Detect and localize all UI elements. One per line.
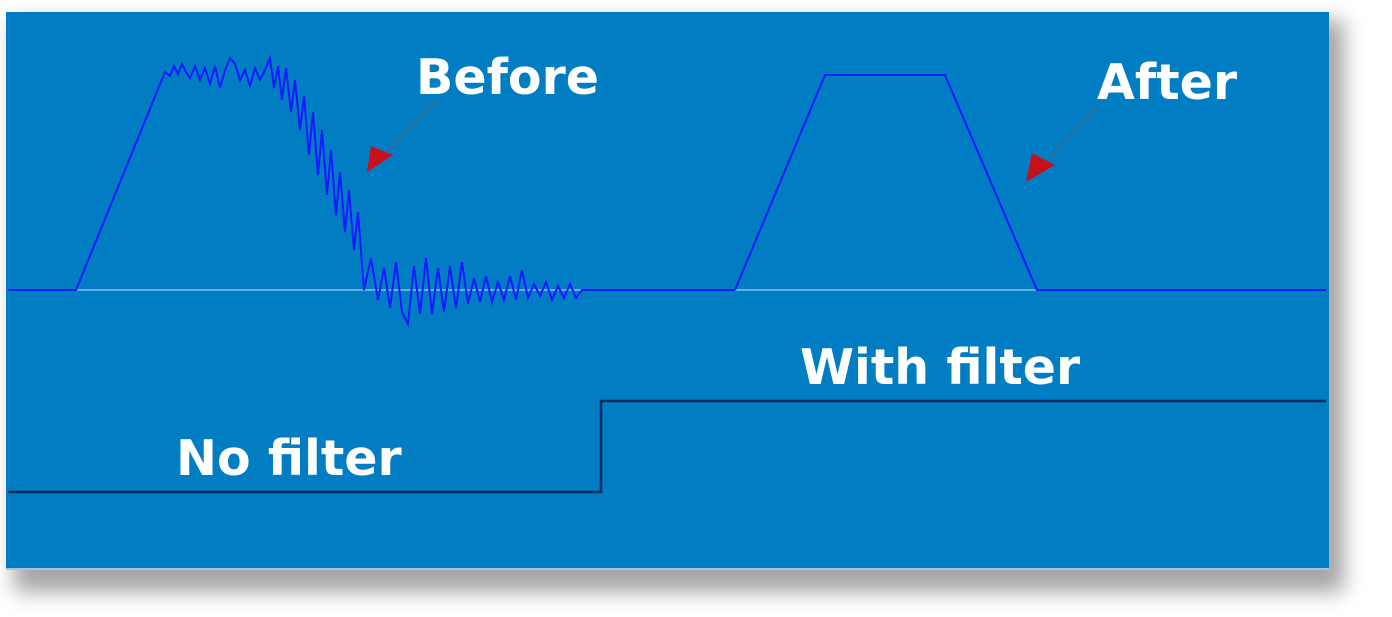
after-pointer <box>1026 105 1098 182</box>
before-arrow-line <box>387 97 441 151</box>
before-arrowhead <box>367 146 393 172</box>
filter-step-line <box>8 399 1326 494</box>
after-waveform <box>734 74 1326 291</box>
before-waveform <box>8 54 735 328</box>
with-filter-label: With filter <box>800 339 1081 396</box>
before-label: Before <box>416 49 599 106</box>
no-filter-label: No filter <box>176 430 403 487</box>
after-arrow-line <box>1049 105 1098 159</box>
before-pointer <box>367 97 441 172</box>
after-arrowhead <box>1026 153 1055 182</box>
after-label: After <box>1097 54 1238 111</box>
